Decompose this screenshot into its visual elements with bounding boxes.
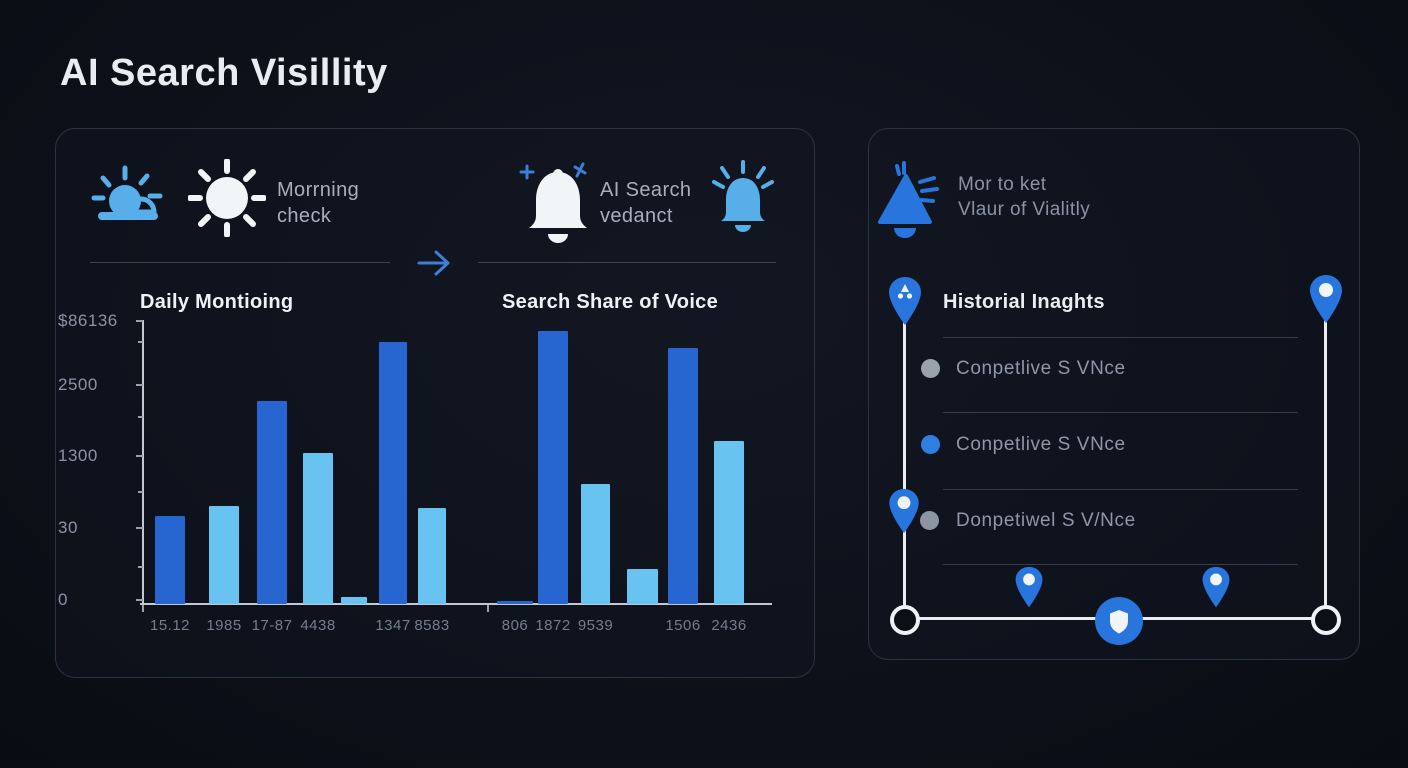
alert-bell-icon — [519, 162, 587, 243]
map-pin-icon — [1015, 566, 1043, 608]
monitoring-panel — [55, 128, 815, 678]
y-axis — [142, 320, 144, 605]
insight-item: Conpetlive S VNce — [956, 434, 1126, 455]
map-pin-icon — [1202, 566, 1230, 608]
x-axis-origin-tick — [142, 605, 144, 612]
morning-check-label: Morrning check — [277, 179, 360, 227]
insights-divider — [943, 412, 1298, 413]
map-pin-logo-icon — [889, 277, 921, 325]
sun-icon — [188, 159, 266, 237]
x-axis-mid-tick — [487, 605, 489, 612]
shield-badge-icon — [1095, 597, 1143, 645]
insights-heading: Historial Inaghts — [943, 291, 1105, 313]
header-divider-left — [90, 262, 390, 263]
insights-divider — [943, 489, 1298, 490]
timeline-node-left — [890, 605, 920, 635]
insight-bullet — [921, 359, 940, 378]
timeline-node-right — [1311, 605, 1341, 635]
ai-search-alert-label: AI Search vedanct — [600, 179, 692, 227]
insight-bullet — [920, 511, 939, 530]
timeline-line-right — [1324, 320, 1327, 606]
market-visibility-label: Mor to ket Vlaur of Vialitly — [958, 174, 1091, 220]
historical-insights-panel — [868, 128, 1360, 660]
arrow-right-icon — [417, 250, 450, 276]
insight-item: Donpetiwel S V/Nce — [956, 510, 1136, 531]
insight-item: Conpetlive S VNce — [956, 358, 1126, 379]
map-pin-icon — [1310, 275, 1342, 323]
timeline-line-left — [903, 322, 906, 606]
alert-cone-icon — [878, 161, 939, 238]
map-pin-icon — [889, 488, 919, 534]
chart-title-daily-monitoring: Daily Montioing — [140, 291, 294, 313]
insight-bullet — [921, 435, 940, 454]
header-divider-right — [478, 262, 776, 263]
page-title: AI Search Visillity — [60, 52, 388, 94]
insights-divider — [943, 337, 1298, 338]
insights-divider — [943, 564, 1298, 565]
sunrise-icon — [91, 165, 163, 220]
chart-title-share-of-voice: Search Share of Voice — [502, 291, 719, 313]
x-axis — [140, 603, 772, 605]
notification-bell-icon — [712, 160, 774, 232]
